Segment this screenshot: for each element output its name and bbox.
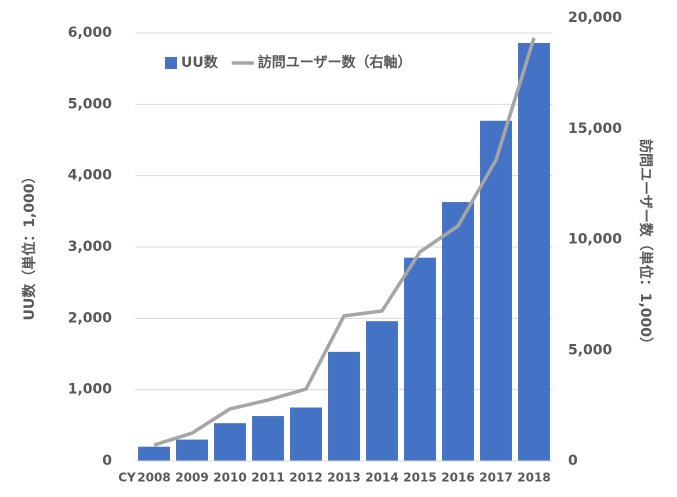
y-tick-label: 5,000 xyxy=(68,96,113,112)
y-tick-label: 0 xyxy=(102,453,112,469)
y-axis-title: UU数（単位：1,000） xyxy=(21,169,38,320)
y-tick-label: 6,000 xyxy=(68,25,113,41)
x-tick-label: 2011 xyxy=(251,471,284,485)
y2-tick-label: 15,000 xyxy=(568,121,622,137)
x-tick-label: 2010 xyxy=(213,471,246,485)
bar xyxy=(328,351,360,461)
y2-tick-label: 20,000 xyxy=(568,10,622,26)
bar xyxy=(442,202,474,461)
legend-swatch xyxy=(165,57,177,69)
bar xyxy=(518,42,550,462)
x-tick-label: 2016 xyxy=(441,471,474,485)
x-axis-title: CY xyxy=(118,471,136,485)
y2-tick-label: 10,000 xyxy=(568,232,622,248)
x-tick-label: 2017 xyxy=(479,471,512,485)
bar xyxy=(214,423,246,461)
y-tick-label: 4,000 xyxy=(68,168,113,184)
bar xyxy=(138,446,170,461)
bar xyxy=(480,120,512,462)
y-tick-label: 2,000 xyxy=(68,310,113,326)
legend-label: 訪問ユーザー数（右軸） xyxy=(258,54,412,71)
x-tick-label: 2015 xyxy=(403,471,436,485)
legend-label: UU数 xyxy=(181,54,219,71)
x-tick-label: 2012 xyxy=(289,471,322,485)
bar xyxy=(252,416,284,461)
y-tick-label: 1,000 xyxy=(68,382,113,398)
y2-tick-label: 0 xyxy=(568,453,578,469)
bar xyxy=(366,321,398,461)
bar xyxy=(404,257,436,461)
x-tick-label: 2008 xyxy=(137,471,170,485)
x-tick-label: 2018 xyxy=(517,471,550,485)
y-tick-label: 3,000 xyxy=(68,239,113,255)
x-tick-label: 2013 xyxy=(327,471,360,485)
x-tick-label: 2014 xyxy=(365,471,398,485)
line xyxy=(153,37,536,447)
y2-tick-label: 5,000 xyxy=(568,342,613,358)
bar xyxy=(290,407,322,461)
x-tick-label: 2009 xyxy=(175,471,208,485)
bar xyxy=(176,439,208,461)
y2-axis-title: 訪問ユーザー数（単位：1,000） xyxy=(637,139,654,351)
